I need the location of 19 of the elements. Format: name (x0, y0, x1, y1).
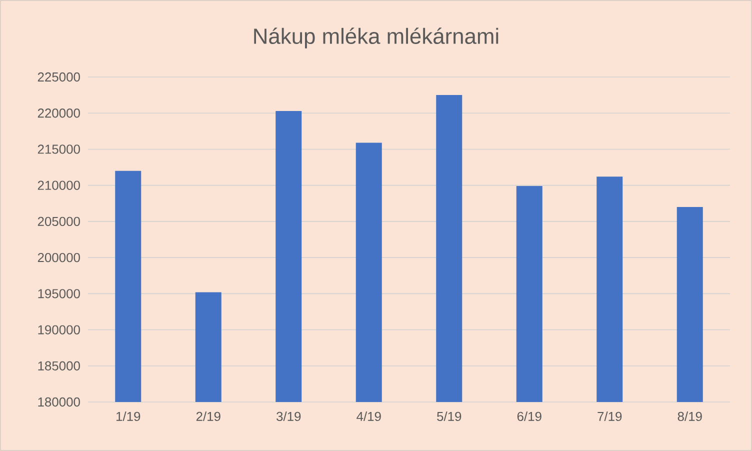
y-tick-label: 195000 (38, 289, 80, 298)
x-tick-label: 6/19 (517, 412, 542, 422)
y-tick-label: 185000 (38, 361, 80, 370)
y-tick-label: 190000 (38, 325, 80, 334)
x-tick-label: 2/19 (196, 412, 220, 422)
x-tick-label: 3/19 (276, 412, 301, 422)
y-tick-label: 205000 (38, 216, 80, 226)
y-tick-label: 225000 (38, 72, 80, 82)
x-tick-label: 5/19 (437, 412, 462, 422)
y-tick-label: 210000 (38, 180, 80, 190)
chart-title: Nákup mléka mlékárnami (254, 28, 498, 48)
y-tick-label: 200000 (38, 252, 80, 262)
y-tick-label: 180000 (38, 397, 80, 407)
y-tick-label: 220000 (38, 108, 80, 118)
x-tick-label: 8/19 (678, 412, 702, 422)
x-tick-label: 7/19 (598, 412, 622, 422)
x-tick-label: 1/19 (116, 412, 140, 422)
y-tick-label: 215000 (38, 144, 80, 154)
x-tick-label: 4/19 (356, 412, 381, 422)
